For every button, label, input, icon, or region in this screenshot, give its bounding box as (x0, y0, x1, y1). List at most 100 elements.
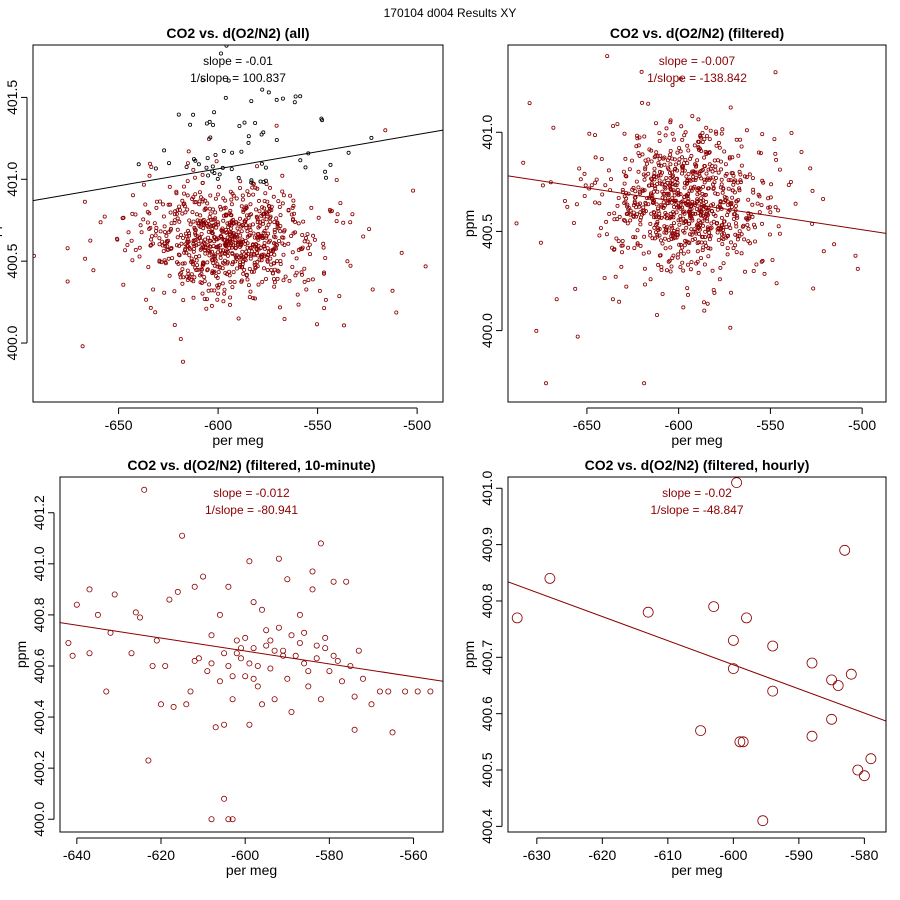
data-point (662, 224, 667, 229)
data-point (659, 204, 664, 209)
data-point (714, 221, 719, 226)
data-point (202, 275, 207, 280)
data-point (224, 45, 229, 48)
data-point (215, 283, 220, 288)
data-point (133, 247, 138, 252)
data-point (174, 211, 179, 216)
data-point (773, 205, 778, 210)
data-point (216, 270, 221, 275)
data-point (631, 210, 636, 215)
data-point (309, 568, 316, 575)
data-point (730, 195, 735, 200)
data-point (627, 167, 632, 172)
data-point (682, 243, 687, 248)
data-point (776, 224, 781, 229)
data-point (682, 161, 687, 166)
data-point (207, 206, 212, 211)
data-point (684, 225, 689, 230)
chart-panel-2: CO2 vs. d(O2/N2) (filtered) slope = -0.00… (461, 18, 887, 448)
data-point (615, 122, 620, 127)
data-point (185, 277, 190, 282)
data-point (229, 202, 234, 207)
data-point (305, 683, 312, 690)
data-point (655, 189, 660, 194)
data-point (137, 245, 142, 250)
data-point (260, 279, 265, 284)
data-point (334, 657, 341, 664)
data-point (690, 114, 695, 119)
data-point (683, 157, 688, 162)
data-point (662, 230, 667, 235)
data-point (717, 145, 722, 150)
data-point (208, 193, 213, 198)
data-point (730, 155, 735, 160)
data-point (658, 181, 663, 186)
data-point (317, 288, 322, 293)
data-point (656, 262, 661, 267)
data-point (347, 663, 354, 670)
data-point (748, 241, 753, 246)
data-point (668, 152, 673, 157)
data-point (742, 237, 747, 242)
data-point (317, 540, 324, 547)
data-point (622, 181, 627, 186)
data-point (678, 265, 683, 270)
data-point (151, 287, 156, 292)
data-point (303, 165, 308, 170)
x-tick-label: -500 (848, 417, 876, 433)
data-point (704, 216, 709, 221)
data-point (263, 627, 270, 634)
data-point (714, 143, 719, 148)
data-point (177, 219, 182, 224)
data-point (636, 143, 641, 148)
data-point (659, 238, 664, 243)
data-point (678, 214, 683, 219)
data-point (323, 169, 328, 174)
data-point (299, 270, 304, 275)
data-point (852, 764, 864, 776)
data-point (302, 266, 307, 271)
data-point (153, 637, 160, 644)
data-point (204, 668, 211, 675)
data-point (659, 267, 664, 272)
data-point (217, 172, 222, 177)
data-point (700, 234, 705, 239)
data-point (193, 192, 198, 197)
data-point (726, 186, 731, 191)
data-point (225, 261, 230, 266)
data-point (214, 274, 219, 279)
data-point (655, 234, 660, 239)
data-point (181, 191, 186, 196)
data-point (247, 295, 252, 300)
data-point (789, 130, 794, 135)
data-point (756, 150, 761, 155)
data-point (194, 212, 199, 217)
data-point (599, 156, 604, 161)
data-point (255, 215, 260, 220)
data-point (214, 225, 219, 230)
data-point (607, 18, 610, 21)
data-point (262, 229, 267, 234)
data-point (306, 246, 311, 251)
data-point (703, 229, 708, 234)
data-point (181, 184, 186, 189)
data-point (633, 195, 638, 200)
data-point (241, 209, 246, 214)
data-point (252, 296, 257, 301)
data-point (657, 163, 662, 168)
data-point (688, 215, 693, 220)
data-point (173, 209, 178, 214)
data-point (603, 183, 608, 188)
data-point (721, 227, 726, 232)
data-point (650, 236, 655, 241)
data-point (286, 207, 291, 212)
data-point (773, 70, 778, 75)
data-point (725, 252, 730, 257)
data-point (225, 249, 230, 254)
data-point (698, 134, 703, 139)
data-point (668, 162, 673, 167)
data-point (274, 97, 279, 102)
data-point (209, 303, 214, 308)
data-point (180, 267, 185, 272)
data-point (270, 271, 275, 276)
